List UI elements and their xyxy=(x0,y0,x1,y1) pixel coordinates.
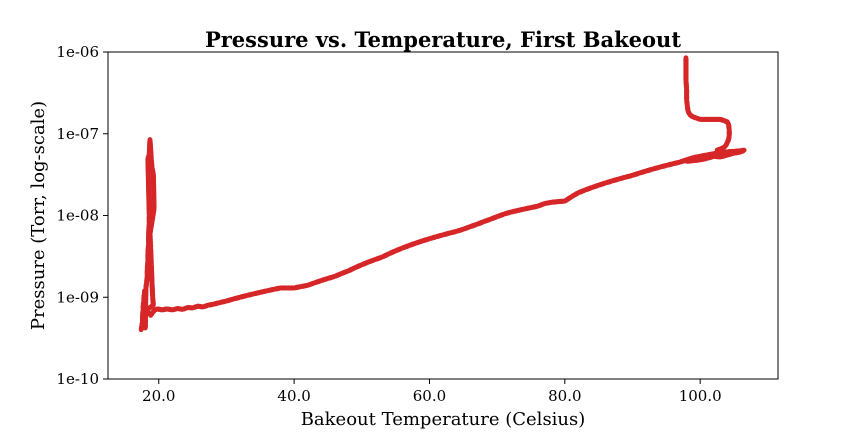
chart-title: Pressure vs. Temperature, First Bakeout xyxy=(205,27,681,52)
x-tick-label: 40.0 xyxy=(277,387,310,405)
data-points xyxy=(138,55,747,333)
x-tick-label: 20.0 xyxy=(142,387,175,405)
y-tick-label: 1e-06 xyxy=(56,43,99,61)
x-axis-label: Bakeout Temperature (Celsius) xyxy=(301,409,586,430)
x-axis: 20.0 40.0 60.0 80.0 100.0 xyxy=(142,379,722,405)
plot-frame xyxy=(107,51,779,380)
y-tick-label: 1e-08 xyxy=(56,207,99,225)
x-tick-label: 100.0 xyxy=(679,387,722,405)
y-axis-label: Pressure (Torr, log-scale) xyxy=(28,101,49,330)
x-tick-label: 80.0 xyxy=(548,387,581,405)
y-axis: 1e-10 1e-09 1e-08 1e-07 1e-06 xyxy=(56,43,108,388)
data-point xyxy=(685,158,691,164)
y-tick-label: 1e-09 xyxy=(56,288,99,306)
data-point xyxy=(715,147,721,153)
y-tick-label: 1e-10 xyxy=(56,370,99,388)
y-tick-label: 1e-07 xyxy=(56,125,99,143)
x-tick-label: 60.0 xyxy=(413,387,446,405)
